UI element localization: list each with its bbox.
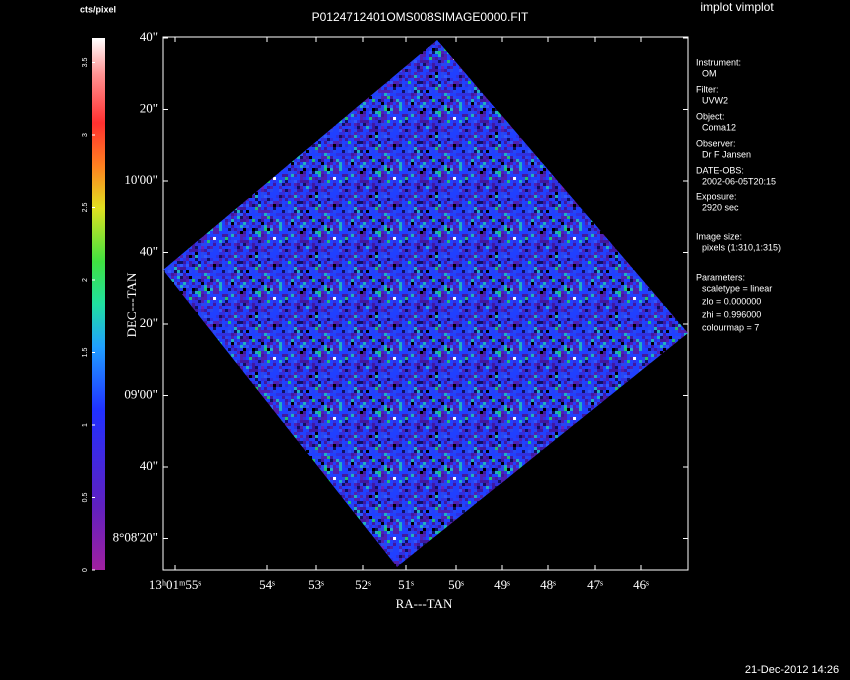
colorbar-tick-label: 0.5	[82, 493, 89, 503]
x-tick-label: 51ˢ	[398, 577, 414, 592]
info-value: 2002-06-05T20:15	[702, 176, 776, 186]
x-tick-label: 46ˢ	[633, 577, 649, 592]
info-heading: Observer:	[696, 138, 736, 148]
colorbar-tick-label: 1	[82, 423, 89, 427]
info-value: 2920 sec	[702, 202, 739, 212]
info-value: zlo = 0.000000	[702, 296, 761, 306]
info-heading: Object:	[696, 111, 725, 121]
y-tick-label: 40"	[140, 243, 158, 258]
y-tick-label: 09'00"	[124, 386, 158, 401]
y-axis-label: DEC---TAN	[124, 272, 139, 337]
colorbar-tick-label: 2.5	[82, 203, 89, 213]
y-tick-label: 20"	[140, 100, 158, 115]
colorbar-tick-label: 1.5	[82, 348, 89, 358]
info-heading: Parameters:	[696, 272, 745, 282]
info-value: UVW2	[702, 95, 728, 105]
info-heading: Filter:	[696, 84, 719, 94]
info-value: Coma12	[702, 122, 736, 132]
colorbar-label: cts/pixel	[80, 4, 116, 14]
y-tick-label: 8°08'20"	[113, 529, 158, 544]
info-heading: Exposure:	[696, 191, 737, 201]
image	[163, 40, 688, 567]
colorbar-tick-label: 2	[82, 278, 89, 282]
y-tick-label: 20"	[140, 315, 158, 330]
info-heading: DATE-OBS:	[696, 165, 744, 175]
colorbar-tick-label: 3	[82, 133, 89, 137]
info-value: OM	[702, 68, 717, 78]
x-tick-label: 48ˢ	[540, 577, 556, 592]
info-value: pixels (1:310,1:315)	[702, 242, 781, 252]
colorbar-tick-label: 3.5	[82, 58, 89, 68]
x-tick-label: 54ˢ	[259, 577, 275, 592]
colorbar-tick-label: 0	[82, 568, 89, 572]
x-tick-label: 53ˢ	[308, 577, 324, 592]
x-tick-label: 47ˢ	[587, 577, 603, 592]
info-value: Dr F Jansen	[702, 149, 751, 159]
timestamp: 21-Dec-2012 14:26	[745, 664, 839, 676]
info-value: zhi = 0.996000	[702, 309, 761, 319]
x-tick-label: 50ˢ	[448, 577, 464, 592]
colorbar	[92, 38, 105, 570]
x-tick-label: 52ˢ	[355, 577, 371, 592]
y-tick-label: 40"	[140, 29, 158, 44]
info-heading: Image size:	[696, 231, 742, 241]
y-tick-label: 40"	[140, 458, 158, 473]
info-heading: Instrument:	[696, 57, 741, 67]
x-tick-label: 13ʰ01ᵐ55ˢ	[149, 577, 202, 592]
x-tick-label: 49ˢ	[494, 577, 510, 592]
info-value: colourmap = 7	[702, 322, 759, 332]
info-value: scaletype = linear	[702, 283, 772, 293]
title: P0124712401OMS008SIMAGE0000.FIT	[312, 10, 529, 24]
y-tick-label: 10'00"	[124, 172, 158, 187]
x-axis-label: RA---TAN	[396, 596, 453, 611]
app-name: implot vimplot	[700, 0, 774, 14]
plot-frame	[162, 36, 689, 571]
